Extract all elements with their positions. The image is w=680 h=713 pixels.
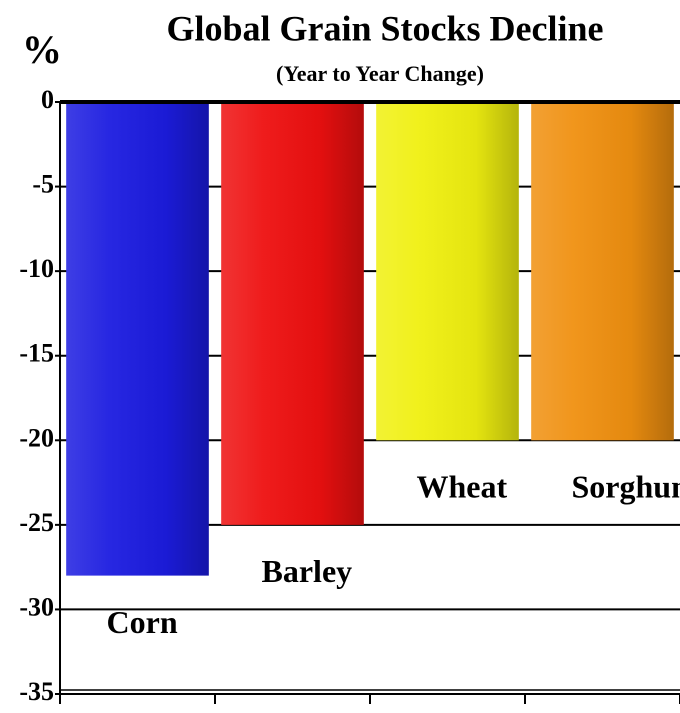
- y-tick-label: -15: [19, 339, 54, 368]
- y-tick-label: -5: [32, 170, 54, 199]
- bar-shade: [66, 102, 209, 576]
- bar-shade: [376, 102, 519, 441]
- y-tick-label: -30: [19, 592, 54, 621]
- bar-shade: [221, 102, 364, 525]
- chart-title: Global Grain Stocks Decline: [166, 8, 603, 48]
- category-label: Corn: [107, 604, 178, 640]
- y-tick-label: -35: [19, 677, 54, 706]
- y-tick-label: -20: [19, 423, 54, 452]
- chart-subtitle: (Year to Year Change): [276, 61, 484, 86]
- y-axis-label: %: [22, 27, 62, 72]
- y-tick-label: 0: [41, 85, 54, 114]
- category-label: Barley: [262, 553, 353, 589]
- category-label: Wheat: [417, 469, 508, 505]
- bar-shade: [531, 102, 674, 441]
- category-label: Sorghum: [572, 469, 680, 505]
- y-tick-label: -10: [19, 254, 54, 283]
- y-tick-label: -25: [19, 508, 54, 537]
